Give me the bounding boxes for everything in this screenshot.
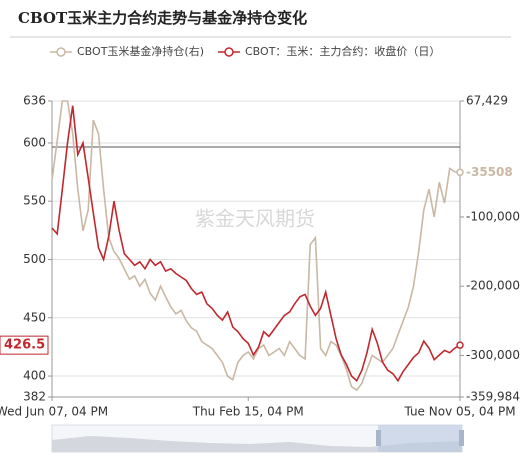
slider-preview (52, 436, 462, 452)
zoom-slider (51, 424, 464, 453)
x-tick-label: Thu Feb 15, 04 PM (192, 405, 304, 419)
slider-handle[interactable] (459, 430, 464, 446)
series-line (51, 105, 461, 383)
legend-marker (56, 47, 66, 57)
y-tick-label: 600 (23, 135, 46, 149)
y-tick-label: 636 (23, 94, 46, 108)
legend: CBOT玉米基金净持仓(右) CBOT：玉米：主力合约：收盘价（日） (50, 44, 440, 58)
y2-tick-label: -100,000 (466, 209, 520, 223)
y2-tick-label: 67,429 (466, 94, 508, 108)
y2-tick-label: -200,000 (466, 279, 520, 293)
end-value-label: -35508 (466, 165, 513, 179)
legend-label: CBOT：玉米：主力合约：收盘价（日） (245, 44, 440, 58)
y-tick-label: 400 (23, 369, 46, 383)
watermark: 紫金天风期货 (195, 207, 315, 231)
end-value-label: 426.5 (4, 338, 45, 353)
y-tick-label: 382 (23, 390, 46, 404)
slider-handle[interactable] (376, 430, 381, 446)
slider-window (378, 425, 462, 452)
end-marker (456, 168, 464, 177)
series-line (51, 100, 461, 392)
chart-title: CBOT玉米主力合约走势与基金净持仓变化 (18, 9, 307, 27)
legend-label: CBOT玉米基金净持仓(右) (77, 44, 204, 58)
x-tick-label: Wed Jun 07, 04 PM (0, 405, 108, 419)
end-value-box (0, 335, 49, 355)
y-tick-label: 450 (23, 310, 46, 324)
y2-tick-label: -359,984 (466, 390, 520, 404)
y-tick-label: 500 (23, 252, 46, 266)
y-tick-label: 550 (23, 194, 46, 208)
end-marker (456, 341, 464, 349)
legend-marker (224, 47, 234, 57)
x-tick-label: Tue Nov 05, 04 PM (403, 405, 515, 419)
y2-tick-label: -300,000 (466, 348, 520, 362)
